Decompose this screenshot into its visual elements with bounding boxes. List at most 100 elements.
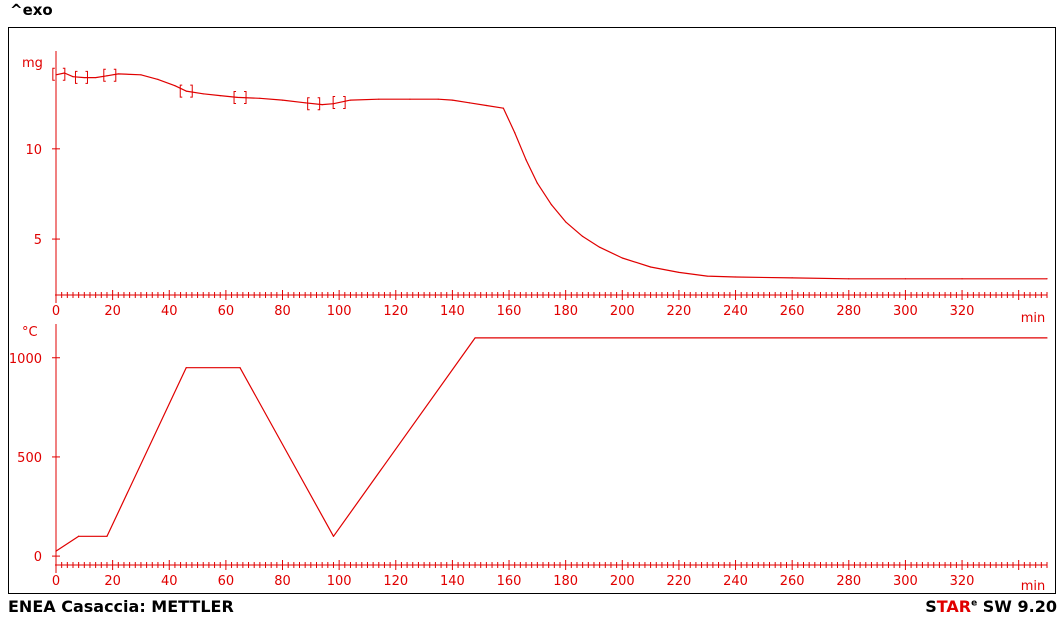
- evaluation-bracket-mark: [103, 68, 117, 82]
- data-point: [502, 107, 504, 109]
- x-tick-label: 260: [780, 304, 805, 319]
- brand-e: e: [971, 598, 978, 609]
- data-point: [904, 278, 907, 280]
- data-point: [304, 102, 306, 104]
- data-point: [202, 93, 204, 95]
- data-point: [1046, 278, 1048, 280]
- x-tick-label: 300: [893, 574, 918, 589]
- x-axis-unit-label: min: [1021, 311, 1046, 326]
- x-tick-label: 0: [52, 304, 60, 319]
- y-tick-label: 500: [17, 451, 42, 466]
- x-tick-label: 200: [610, 304, 635, 319]
- y-axis-unit-label: mg: [22, 56, 43, 71]
- brand-s: S: [925, 597, 937, 616]
- data-point: [582, 235, 584, 237]
- data-point: [437, 98, 439, 100]
- evaluation-bracket-mark: [74, 70, 88, 84]
- data-point: [961, 278, 963, 280]
- x-tick-label: 280: [836, 574, 861, 589]
- data-point: [321, 104, 323, 106]
- evaluation-bracket-mark: [52, 67, 66, 81]
- brand-tar: TAR: [936, 597, 972, 616]
- x-tick-label: 220: [667, 304, 692, 319]
- y-tick-label: 0: [34, 550, 42, 565]
- x-tick-label: 140: [440, 574, 465, 589]
- x-axis-unit-label: min: [1021, 579, 1046, 594]
- x-tick-label: 100: [327, 574, 352, 589]
- x-tick-label: 200: [610, 574, 635, 589]
- x-tick-label: 240: [723, 304, 748, 319]
- data-point: [140, 74, 142, 76]
- x-tick-label: 0: [52, 574, 60, 589]
- exo-direction-label: ^exo: [10, 1, 53, 19]
- software-brand: STARe SW 9.20: [925, 597, 1057, 616]
- data-point: [219, 95, 221, 97]
- data-point: [332, 535, 335, 537]
- data-point: [485, 104, 487, 107]
- x-tick-label: 240: [723, 574, 748, 589]
- y-tick-label: 10: [25, 143, 42, 158]
- x-tick-label: 60: [218, 574, 235, 589]
- data-point: [621, 257, 623, 259]
- data-point: [106, 535, 108, 537]
- data-point: [468, 102, 470, 104]
- brand-sw: SW 9.20: [977, 597, 1057, 616]
- data-point: [848, 278, 850, 280]
- data-point: [678, 271, 680, 274]
- evaluation-bracket-mark: [307, 97, 321, 111]
- x-tick-label: 80: [274, 304, 291, 319]
- data-point: [1046, 337, 1048, 339]
- data-point: [378, 98, 380, 100]
- data-point: [185, 367, 187, 369]
- data-point: [514, 131, 516, 134]
- x-tick-label: 180: [553, 574, 578, 589]
- x-tick-label: 100: [327, 304, 352, 319]
- x-tick-label: 160: [497, 574, 522, 589]
- x-tick-label: 180: [553, 304, 578, 319]
- data-point: [55, 74, 57, 76]
- x-tick-label: 120: [383, 574, 408, 589]
- data-point: [236, 96, 238, 99]
- data-point: [174, 85, 176, 87]
- x-tick-label: 80: [274, 574, 291, 589]
- x-tick-label: 40: [161, 304, 178, 319]
- data-point: [734, 276, 737, 278]
- data-point: [451, 99, 453, 101]
- data-point: [117, 73, 119, 75]
- x-tick-label: 320: [950, 574, 975, 589]
- x-tick-label: 20: [104, 304, 121, 319]
- x-tick-label: 20: [104, 574, 121, 589]
- x-tick-label: 120: [383, 304, 408, 319]
- data-point: [83, 76, 85, 79]
- data-point: [55, 550, 57, 552]
- x-tick-label: 280: [836, 304, 861, 319]
- data-point: [349, 99, 352, 101]
- data-point: [565, 221, 567, 223]
- x-tick-label: 160: [497, 304, 522, 319]
- data-point: [599, 246, 601, 248]
- data-point: [791, 277, 793, 279]
- data-point: [525, 159, 527, 161]
- x-tick-label: 260: [780, 574, 805, 589]
- x-tick-label: 140: [440, 304, 465, 319]
- data-point: [78, 535, 80, 537]
- y-axis-unit-label: °C: [22, 325, 38, 340]
- x-tick-label: 40: [161, 574, 178, 589]
- data-point: [106, 75, 108, 77]
- data-point: [95, 76, 97, 79]
- y-tick-label: 5: [34, 233, 42, 248]
- data-point: [72, 76, 74, 78]
- temperature-panel: 0 20 40 60 80 100 120 140 160 180 200 220 240 260 280 3…: [9, 324, 1048, 594]
- data-point: [706, 275, 708, 277]
- data-point: [550, 204, 553, 206]
- chart-frame: [8, 27, 1056, 594]
- mass-panel: 0 20 40 60 80 100 120 140 160 180 200 220 240 260 280 3…: [22, 51, 1048, 326]
- x-tick-label: 320: [950, 304, 975, 319]
- evaluation-bracket-mark: [233, 91, 247, 105]
- data-point: [239, 367, 241, 369]
- x-tick-label: 300: [893, 304, 918, 319]
- data-point: [536, 182, 538, 184]
- data-point: [157, 78, 159, 80]
- data-point: [409, 98, 411, 100]
